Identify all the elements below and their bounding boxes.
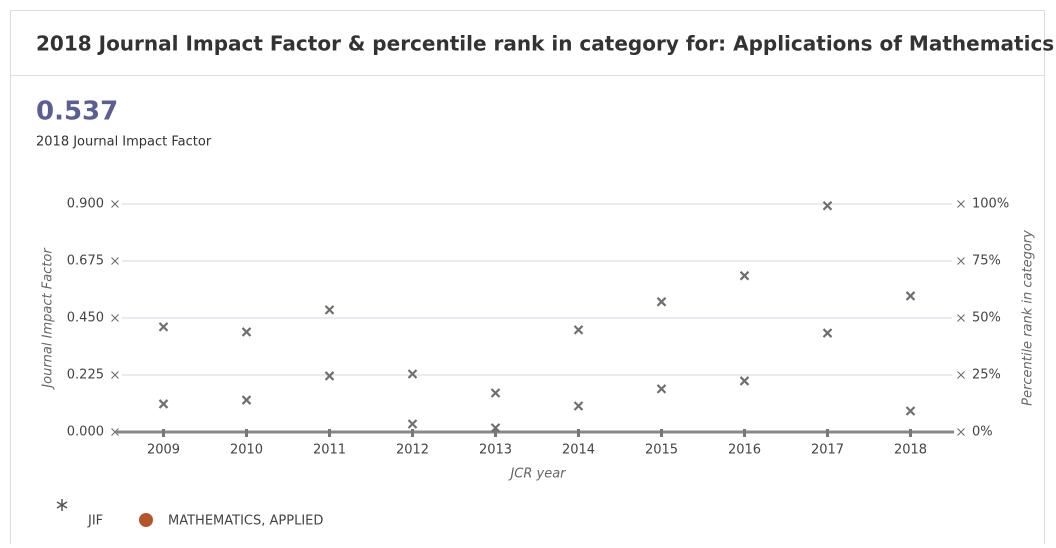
x-tick-label: 2018 xyxy=(894,443,927,458)
point xyxy=(905,406,916,416)
legend-swatch xyxy=(139,513,153,527)
point xyxy=(407,419,418,429)
y-tick-mark xyxy=(111,314,119,322)
point xyxy=(822,328,833,338)
x-axis-label: JCR year xyxy=(507,467,567,482)
y-tick-label: 0.000 xyxy=(67,425,104,440)
legend-label: MATHEMATICS, APPLIED xyxy=(168,514,323,529)
legend-star xyxy=(56,499,68,511)
legend-label: JIF xyxy=(87,514,103,529)
y2-tick-label: 25% xyxy=(972,368,1001,383)
y-tick-mark xyxy=(111,200,119,208)
x-tick-label: 2013 xyxy=(479,443,512,458)
y2-tick-label: 0% xyxy=(972,425,993,440)
y2-tick-mark xyxy=(957,314,965,322)
y2-tick-mark xyxy=(957,257,965,265)
card-border xyxy=(10,10,1045,548)
x-tick-label: 2010 xyxy=(230,443,263,458)
chart-title: 2018 Journal Impact Factor & percentile … xyxy=(36,32,1054,56)
point xyxy=(656,297,667,307)
y-tick-mark xyxy=(111,428,119,436)
x-tick-label: 2014 xyxy=(562,443,595,458)
y-tick-label: 0.675 xyxy=(67,254,104,269)
point xyxy=(573,325,584,335)
x-tick-label: 2009 xyxy=(147,443,180,458)
point xyxy=(573,401,584,411)
x-tick-label: 2015 xyxy=(645,443,678,458)
y-tick-label: 0.900 xyxy=(67,197,104,212)
point xyxy=(490,388,501,398)
y-tick-mark xyxy=(111,371,119,379)
point xyxy=(158,399,169,409)
y2-axis-label: Percentile rank in category xyxy=(1021,230,1036,406)
y2-tick-mark xyxy=(957,200,965,208)
headline-label: 2018 Journal Impact Factor xyxy=(36,135,212,150)
y2-tick-mark xyxy=(957,371,965,379)
y-axis-label: Journal Impact Factor xyxy=(41,247,56,391)
y2-tick-label: 100% xyxy=(972,197,1009,212)
point xyxy=(490,423,501,433)
y2-tick-label: 50% xyxy=(972,311,1001,326)
headline-value: 0.537 xyxy=(36,97,118,127)
point xyxy=(739,270,750,281)
x-tick-label: 2017 xyxy=(811,443,844,458)
x-tick-label: 2012 xyxy=(396,443,429,458)
point xyxy=(407,369,418,379)
point xyxy=(324,305,335,315)
y2-tick-label: 75% xyxy=(972,254,1001,269)
x-tick-label: 2016 xyxy=(728,443,761,458)
point xyxy=(905,291,916,301)
point xyxy=(241,327,252,337)
point xyxy=(324,371,335,381)
point xyxy=(739,376,750,386)
point xyxy=(241,395,252,405)
point xyxy=(656,384,667,394)
y-tick-mark xyxy=(111,257,119,265)
y2-tick-mark xyxy=(957,428,965,436)
y-tick-label: 0.450 xyxy=(67,311,104,326)
point xyxy=(158,322,169,332)
x-tick-label: 2011 xyxy=(313,443,346,458)
point xyxy=(822,200,833,211)
y-tick-label: 0.225 xyxy=(67,368,104,383)
